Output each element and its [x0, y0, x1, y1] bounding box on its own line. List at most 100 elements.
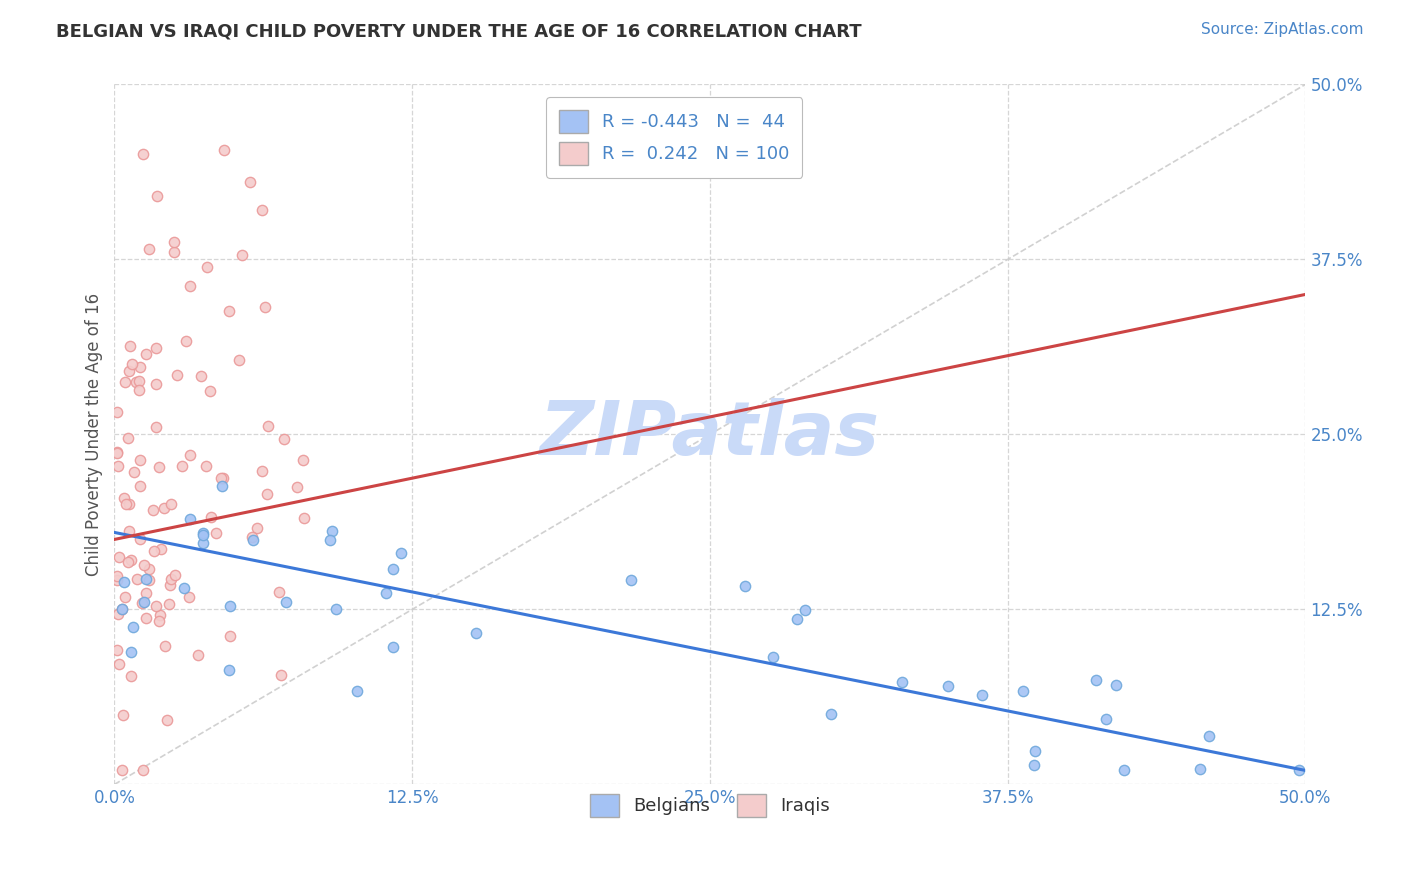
Point [107, 549, 129, 564]
Point [115, 497, 138, 511]
Point [143, 544, 166, 558]
Point [267, 585, 290, 599]
Point [111, 708, 134, 723]
Point [162, 235, 184, 249]
Point [218, 304, 240, 318]
Point [212, 470, 235, 484]
Point [153, 639, 176, 653]
Point [107, 459, 129, 474]
Point [374, 586, 396, 600]
Point [153, 500, 176, 515]
Point [145, 419, 167, 434]
Point [389, 545, 412, 559]
Point [134, 558, 156, 572]
Point [257, 418, 280, 433]
Point [145, 341, 167, 355]
Point [318, 533, 340, 547]
Point [191, 536, 214, 550]
Point [105, 446, 128, 460]
Point [118, 364, 141, 378]
Point [1022, 758, 1045, 772]
Point [346, 684, 368, 698]
Point [228, 353, 250, 368]
Point [160, 572, 183, 586]
Point [179, 512, 201, 526]
Point [218, 663, 240, 677]
Point [135, 572, 157, 586]
Point [273, 433, 295, 447]
Point [382, 561, 405, 575]
Point [128, 374, 150, 388]
Point [111, 602, 134, 616]
Point [218, 599, 240, 614]
Point [250, 464, 273, 478]
Point [105, 569, 128, 583]
Point [120, 645, 142, 659]
Point [1198, 729, 1220, 743]
Point [105, 445, 128, 459]
Point [111, 764, 134, 778]
Point [125, 572, 148, 586]
Point [172, 459, 194, 474]
Point [762, 649, 785, 664]
Point [121, 357, 143, 371]
Point [246, 521, 269, 535]
Point [231, 248, 253, 262]
Point [138, 562, 160, 576]
Point [108, 657, 131, 671]
Point [163, 245, 186, 260]
Point [292, 452, 315, 467]
Point [105, 643, 128, 657]
Point [114, 591, 136, 605]
Point [256, 487, 278, 501]
Point [157, 598, 180, 612]
Point [131, 596, 153, 610]
Point [205, 526, 228, 541]
Point [112, 491, 135, 505]
Point [149, 608, 172, 623]
Point [1288, 764, 1310, 778]
Point [242, 533, 264, 547]
Point [118, 497, 141, 511]
Point [936, 679, 959, 693]
Point [150, 542, 173, 557]
Point [253, 300, 276, 314]
Point [1085, 673, 1108, 687]
Point [292, 511, 315, 525]
Point [148, 460, 170, 475]
Point [211, 479, 233, 493]
Point [159, 578, 181, 592]
Point [159, 497, 181, 511]
Point [209, 471, 232, 485]
Point [145, 599, 167, 613]
Point [176, 334, 198, 349]
Point [1104, 678, 1126, 692]
Point [190, 368, 212, 383]
Point [1112, 764, 1135, 778]
Point [890, 674, 912, 689]
Point [114, 375, 136, 389]
Point [105, 405, 128, 419]
Point [128, 453, 150, 467]
Point [148, 614, 170, 628]
Point [112, 574, 135, 589]
Legend: Belgians, Iraqis: Belgians, Iraqis [582, 787, 838, 824]
Point [166, 368, 188, 382]
Point [132, 764, 155, 778]
Point [820, 707, 842, 722]
Point [132, 147, 155, 161]
Point [145, 376, 167, 391]
Text: Source: ZipAtlas.com: Source: ZipAtlas.com [1201, 22, 1364, 37]
Point [321, 524, 343, 538]
Point [120, 669, 142, 683]
Text: BELGIAN VS IRAQI CHILD POVERTY UNDER THE AGE OF 16 CORRELATION CHART: BELGIAN VS IRAQI CHILD POVERTY UNDER THE… [56, 22, 862, 40]
Point [1094, 712, 1116, 726]
Point [250, 203, 273, 218]
Point [620, 574, 643, 588]
Point [117, 555, 139, 569]
Point [794, 603, 817, 617]
Point [786, 612, 808, 626]
Point [138, 573, 160, 587]
Point [129, 479, 152, 493]
Point [163, 567, 186, 582]
